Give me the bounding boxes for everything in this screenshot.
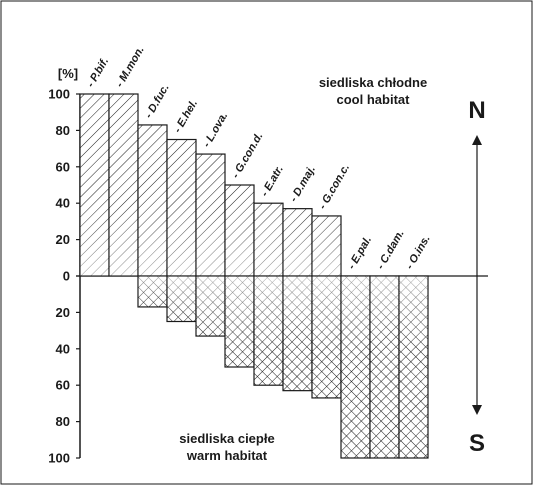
cool-habitat-label-pl: siedliska chłodne <box>319 75 427 90</box>
bar-warm-habitat-fade <box>225 276 254 349</box>
bar-warm-habitat-fade <box>399 276 428 349</box>
species-label: - O.ins. <box>404 233 433 271</box>
bar-cool-habitat-fade <box>283 208 312 276</box>
bar-cool-habitat-fade <box>138 203 167 276</box>
species-label: - P.bif. <box>85 56 111 90</box>
north-label: N <box>468 97 485 124</box>
y-tick-label: 20 <box>56 305 70 320</box>
bar-cool-habitat-fade <box>225 203 254 276</box>
species-label: - G.con.d. <box>230 131 266 181</box>
y-tick-label: 40 <box>56 341 70 356</box>
bar-cool-habitat-fade <box>80 203 109 276</box>
bar-warm-habitat-fade <box>167 276 196 322</box>
bar-warm-habitat-fade <box>370 276 399 349</box>
bar-cool-habitat-fade <box>196 203 225 276</box>
y-tick-label: 60 <box>56 159 70 174</box>
species-label: - E.pal. <box>346 234 374 271</box>
y-tick-label: 80 <box>56 414 70 429</box>
bar-warm-habitat-fade <box>283 276 312 349</box>
bar-cool-habitat-fade <box>109 203 138 276</box>
y-tick-label: 80 <box>56 123 70 138</box>
y-tick-group: 100 80 60 40 20 0 20 40 60 80 100 <box>48 87 80 466</box>
species-label: - L.ova. <box>201 110 231 149</box>
warm-habitat-label-en: warm habitat <box>186 448 268 463</box>
species-label: - D.maj. <box>288 164 318 204</box>
y-axis-label: [%] <box>58 66 78 81</box>
y-tick-label: 60 <box>56 378 70 393</box>
south-label: S <box>469 430 485 457</box>
species-label: - G.con.c. <box>317 162 352 211</box>
y-tick-label: 100 <box>48 451 70 466</box>
species-label: - C.dam. <box>375 228 407 272</box>
warm-habitat-label-pl: siedliska ciepłe <box>179 431 274 446</box>
species-label: - M.mon. <box>114 44 147 89</box>
bar-warm-habitat-fade <box>196 276 225 337</box>
y-tick-label: 20 <box>56 232 70 247</box>
y-tick-label: 0 <box>63 269 70 284</box>
bar-warm-habitat-fade <box>254 276 283 349</box>
species-label: - D.fuc. <box>143 82 172 120</box>
bar-warm-habitat-fade <box>312 276 341 349</box>
bar-cool-habitat-fade <box>167 203 196 276</box>
bar-group <box>79 93 429 459</box>
y-tick-label: 40 <box>56 196 70 211</box>
cool-habitat-label-en: cool habitat <box>337 92 411 107</box>
species-label: - E.hel. <box>172 98 200 135</box>
species-label: - E.atr. <box>259 164 286 199</box>
bar-warm-habitat-fade <box>341 276 370 349</box>
y-tick-label: 100 <box>48 87 70 102</box>
bar-cool-habitat-fade <box>254 203 283 276</box>
bar-warm-habitat-fade <box>138 276 167 307</box>
bar-cool-habitat-fade <box>312 215 341 276</box>
